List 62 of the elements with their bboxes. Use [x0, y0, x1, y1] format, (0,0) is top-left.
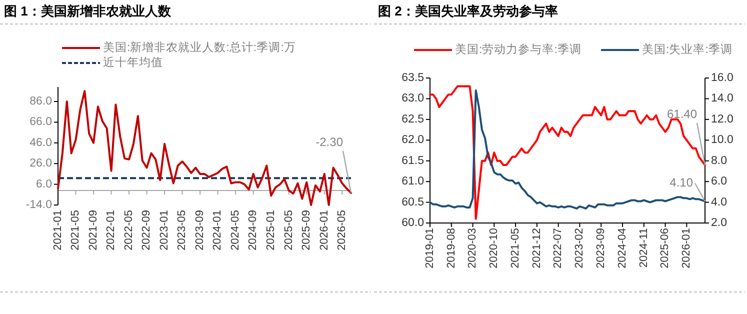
legend-label: 美国:新增非农就业人数:总计:季调:万	[103, 40, 296, 54]
x-tick-label: 2019-01	[424, 228, 436, 268]
x-tick-label: 2023-01	[158, 210, 170, 250]
data-label: -2.30	[316, 135, 344, 150]
x-tick-label: 2021-05	[509, 228, 522, 268]
x-tick-label: 2026-01	[680, 228, 693, 268]
x-tick-label: 2024-04	[616, 228, 628, 268]
x-tick-label: 2025-01	[264, 210, 277, 250]
y-tick-label: -14.0	[26, 199, 52, 212]
y2-tick-label: 14.0	[711, 92, 734, 105]
x-tick-label: 2021-05	[70, 210, 82, 250]
x-tick-label: 2025-09	[300, 210, 313, 250]
x-tick-label: 2022-05	[122, 210, 135, 250]
x-tick-label: 2023-09	[595, 228, 608, 268]
data-label: 4.10	[670, 175, 694, 190]
y-tick-label: 26.0	[30, 158, 52, 170]
y-tick-label: 63.5	[402, 72, 424, 84]
y2-tick-label: 12.0	[711, 113, 734, 126]
x-tick-label: 2020-03	[466, 228, 479, 268]
y-tick-label: 86.0	[30, 96, 52, 108]
chart-title: 图 2：美国失业率及劳动参与率	[378, 3, 558, 18]
y-tick-label: 66.0	[30, 116, 52, 128]
x-tick-label: 2023-09	[194, 210, 206, 250]
x-tick-label: 2026-05	[336, 210, 348, 250]
y-tick-label: 63.0	[402, 92, 424, 105]
x-tick-label: 2021-01	[52, 210, 64, 250]
x-tick-label: 2023-02	[574, 228, 586, 268]
x-tick-label: 2022-07	[552, 228, 564, 268]
x-tick-label: 2019-08	[445, 228, 458, 268]
y-tick-label: 62.5	[402, 113, 424, 126]
y2-tick-label: 2.0	[711, 217, 727, 230]
x-tick-label: 2026-01	[318, 210, 330, 250]
x-tick-label: 2024-09	[247, 210, 260, 250]
x-tick-label: 2024-05	[229, 210, 242, 250]
x-tick-label: 2024-01	[212, 210, 224, 250]
x-tick-label: 2021-12	[530, 228, 543, 268]
line-series	[57, 90, 352, 206]
y-tick-label: 60.0	[402, 217, 424, 230]
x-tick-label: 2025-06	[659, 228, 672, 268]
x-tick-label: 2021-09	[87, 210, 100, 250]
legend-label: 美国:失业率:季调	[642, 42, 732, 56]
chart-title: 图 1：美国新增非农就业人数	[4, 3, 172, 18]
x-tick-label: 2023-05	[176, 210, 188, 250]
x-tick-label: 2020-10	[488, 228, 500, 268]
x-tick-label: 2022-09	[140, 210, 153, 250]
y-tick-label: 46.0	[30, 136, 52, 149]
y-tick-label: 61.5	[402, 154, 424, 167]
y-tick-label: 60.5	[402, 196, 424, 208]
legend-label: 美国:劳动力参与率:季调	[455, 42, 582, 56]
y2-tick-label: 8.0	[711, 154, 727, 167]
x-tick-label: 2025-05	[282, 210, 295, 250]
y2-tick-label: 4.0	[711, 196, 727, 208]
legend-label: 近十年均值	[103, 56, 163, 70]
y2-tick-label: 16.0	[711, 72, 734, 84]
y-tick-label: 61.0	[402, 176, 424, 188]
y2-tick-label: 10.0	[711, 134, 734, 146]
data-label: 61.40	[666, 107, 698, 122]
y-tick-label: 62.0	[402, 134, 424, 146]
y-tick-label: 6.0	[36, 178, 52, 190]
y2-tick-label: 6.0	[711, 176, 727, 188]
x-tick-label: 2024-11	[638, 228, 650, 268]
x-tick-label: 2022-01	[105, 210, 118, 250]
